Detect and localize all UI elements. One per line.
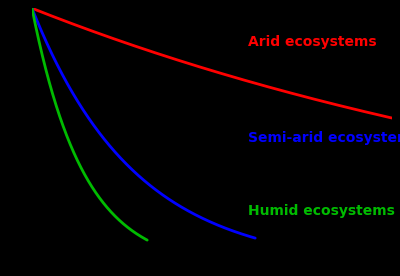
Text: Humid ecosystems: Humid ecosystems bbox=[248, 204, 395, 218]
Text: Semi-arid ecosystems: Semi-arid ecosystems bbox=[248, 131, 400, 145]
Text: Arid ecosystems: Arid ecosystems bbox=[248, 35, 377, 49]
